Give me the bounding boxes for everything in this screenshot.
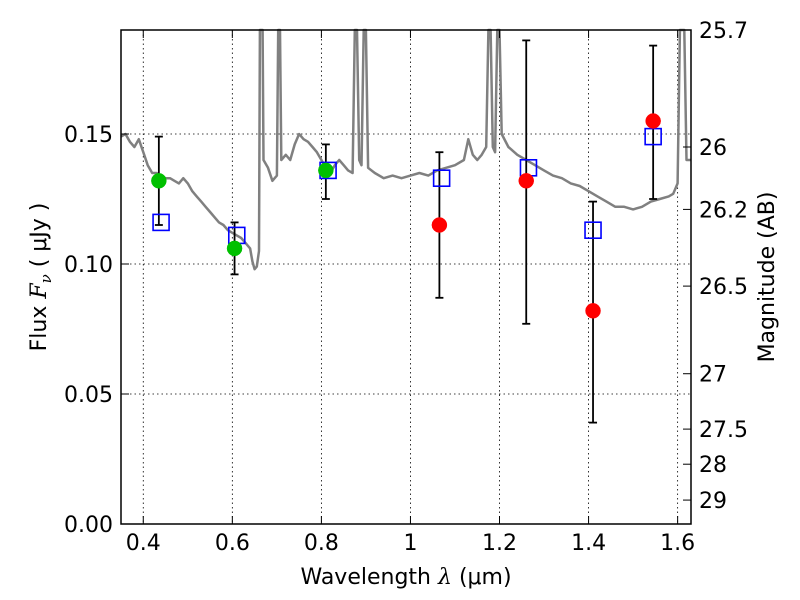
x-axis-label-unit: (μm) [459,565,512,590]
y-tick-label: 0.00 [64,513,113,538]
y-tick-label: 0.05 [64,383,113,408]
plot-frame [120,29,692,525]
y-tick-label: 0.10 [64,253,113,278]
observed-photometry-point [431,217,448,233]
observed-photometry-point [585,303,601,319]
model-sed-series [120,28,691,271]
y2-tick-label: 25.7 [699,19,748,44]
y-axis-label-symbol: F [27,283,52,300]
y2-tick-label: 28 [699,453,727,478]
y2-tick-label: 27 [699,363,727,388]
observed-photometry-point [518,173,534,189]
x-axis-label: Wavelength λ (μm) [300,565,511,590]
observed-photometry-series [151,113,661,319]
synthetic-photometry-square [432,169,451,187]
y-axis-label-unit: ( μJy ) [27,203,52,268]
x-tick-label: 1.4 [571,531,606,556]
observed-photometry-point [151,173,167,189]
x-axis-ticks: 0.4 0.6 0.8 1 1.2 1.4 1.6 [126,30,695,556]
x-tick-label: 0.8 [304,531,339,556]
y2-tick-label: 26.2 [699,198,748,223]
y-tick-label: 0.15 [64,123,113,148]
observed-photometry-point [226,240,243,257]
model-sed-line [120,28,691,271]
x-tick-label: 1 [403,531,417,556]
y2-tick-label: 29 [699,489,727,514]
y2-tick-label: 27.5 [699,418,748,443]
y-axis-label: Flux Fν ( μJy ) [27,203,55,352]
synthetic-photometry-square [584,221,602,239]
x-tick-label: 0.6 [215,531,250,556]
y-axis-label-text: Flux [27,306,52,352]
x-tick-label: 1.2 [482,531,517,556]
observed-photometry-point [318,162,334,179]
observed-photometry-point [645,113,661,129]
y2-tick-label: 26 [699,136,727,161]
y2-tick-label: 26.5 [699,275,748,300]
y-axis-ticks: 0.00 0.05 0.10 0.15 [64,123,129,538]
x-tick-label: 1.6 [660,531,695,556]
synthetic-photometry-square [152,213,170,232]
x-axis-label-symbol: λ [437,565,452,590]
y-axis-label-subscript: ν [37,274,55,283]
y2-axis-ticks: 25.7 26 26.2 26.5 27 27.5 28 29 [683,19,748,514]
x-axis-label-text: Wavelength [300,565,431,590]
x-tick-label: 0.4 [126,531,161,556]
y2-axis-label: Magnitude (AB) [755,192,780,363]
plot-background [121,30,691,524]
